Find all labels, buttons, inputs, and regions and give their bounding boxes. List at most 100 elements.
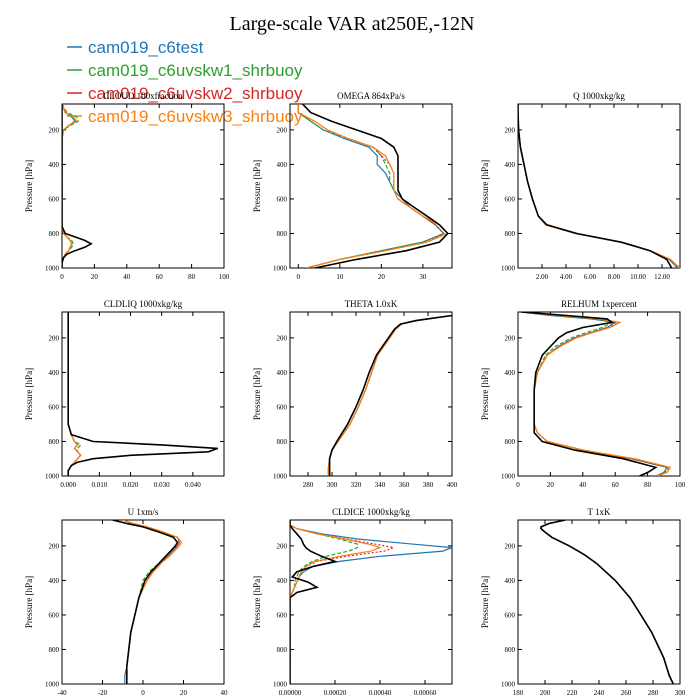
y-tick-label: 800 <box>49 438 60 446</box>
series-line-3 <box>122 520 181 684</box>
y-tick-label: 600 <box>277 611 288 619</box>
x-tick-label: 40 <box>579 481 587 489</box>
x-tick-label: 220 <box>567 689 578 697</box>
plot-frame <box>61 519 225 685</box>
y-tick-label: 600 <box>505 195 516 203</box>
x-tick-label: 0 <box>60 273 64 281</box>
series-line-2 <box>290 520 359 684</box>
x-tick-label: 100 <box>219 273 230 281</box>
y-tick-label: 400 <box>277 577 288 585</box>
series-line-5 <box>301 104 449 268</box>
series-line-5 <box>112 520 179 684</box>
series-line-1 <box>122 520 181 684</box>
y-tick-label: 200 <box>505 126 516 134</box>
series-line-3 <box>290 520 396 684</box>
y-axis-label: Pressure [hPa] <box>24 576 34 628</box>
x-tick-label: 360 <box>399 481 410 489</box>
x-tick-label: 0.020 <box>123 481 139 489</box>
y-tick-label: 1000 <box>501 681 516 689</box>
x-tick-label: 240 <box>594 689 605 697</box>
series-line-3 <box>327 314 452 476</box>
y-axis-label: Pressure [hPa] <box>252 576 262 628</box>
y-tick-label: 600 <box>505 403 516 411</box>
y-tick-label: 800 <box>505 646 516 654</box>
panel-title: T 1xK <box>587 507 611 517</box>
plot-frame <box>61 311 225 477</box>
series-line-1 <box>67 312 82 476</box>
series-line-1 <box>540 520 674 684</box>
x-tick-label: 0.010 <box>92 481 108 489</box>
x-tick-label: 12.00 <box>654 273 670 281</box>
y-axis-label: Pressure [hPa] <box>480 368 490 420</box>
y-tick-label: 1000 <box>501 265 516 273</box>
y-tick-label: 800 <box>49 646 60 654</box>
y-tick-label: 400 <box>277 369 288 377</box>
series-line-5 <box>521 312 658 476</box>
y-tick-label: 1000 <box>273 681 288 689</box>
x-tick-label: 400 <box>447 481 458 489</box>
y-tick-label: 1000 <box>45 265 60 273</box>
x-tick-label: 80 <box>644 481 652 489</box>
x-tick-label: 0.000 <box>60 481 76 489</box>
y-tick-label: 600 <box>505 611 516 619</box>
x-tick-label: 280 <box>648 689 659 697</box>
series-line-5 <box>540 520 675 684</box>
y-tick-label: 400 <box>505 369 516 377</box>
legend-label-2: cam019_c6uvskw1_shrbuoy <box>88 61 303 80</box>
series-line-5 <box>328 314 452 476</box>
y-tick-label: 200 <box>505 334 516 342</box>
series-line-2 <box>67 312 82 476</box>
panel-title: RELHUM 1xpercent <box>561 299 637 309</box>
series-line-5 <box>67 312 219 476</box>
series-line-4 <box>67 312 82 476</box>
x-tick-label: 2.00 <box>536 273 549 281</box>
x-tick-label: 0 <box>141 689 145 697</box>
legend-label-1: cam019_c6test <box>88 38 204 57</box>
plot-frame <box>61 103 225 269</box>
x-tick-label: 6.00 <box>584 273 597 281</box>
x-tick-label: 20 <box>180 689 188 697</box>
plot-frame <box>517 311 681 477</box>
y-axis-label: Pressure [hPa] <box>24 160 34 212</box>
legend-label-4: cam019_c6uvskw3_shrbuoy <box>88 107 303 126</box>
series-line-2 <box>297 104 445 268</box>
y-tick-label: 200 <box>277 542 288 550</box>
x-tick-label: 0.00020 <box>324 689 347 697</box>
x-tick-label: 20 <box>91 273 99 281</box>
y-axis-label: Pressure [hPa] <box>480 160 490 212</box>
series-line-2 <box>518 104 680 268</box>
x-tick-label: 380 <box>423 481 434 489</box>
panel-7: U 1xm/s 200 400 600 800 1000-40 -20 0 20 40 Pressu… <box>24 507 228 697</box>
y-axis-label: Pressure [hPa] <box>252 368 262 420</box>
series-line-4 <box>518 104 680 268</box>
panel-3: Q 1000xkg/kg 200 400 600 800 1000 2.00 4.00 6.00… <box>480 91 681 281</box>
y-tick-label: 800 <box>505 438 516 446</box>
x-tick-label: 280 <box>303 481 314 489</box>
figure-title: Large-scale VAR at250E,-12N <box>230 13 475 35</box>
x-tick-label: 100 <box>675 481 686 489</box>
y-tick-label: 200 <box>49 542 60 550</box>
y-tick-label: 600 <box>49 611 60 619</box>
x-tick-label: -20 <box>98 689 108 697</box>
y-tick-label: 1000 <box>45 681 60 689</box>
panel-title: CLOUD 100xfraction <box>103 91 183 101</box>
y-tick-label: 1000 <box>501 473 516 481</box>
x-tick-label: 8.00 <box>608 273 621 281</box>
y-tick-label: 400 <box>277 161 288 169</box>
x-tick-label: 300 <box>675 689 686 697</box>
x-tick-label: 0.00060 <box>414 689 437 697</box>
x-tick-label: 0 <box>516 481 520 489</box>
series-line-4 <box>521 312 672 476</box>
series-line-3 <box>521 312 670 476</box>
y-tick-label: 600 <box>49 195 60 203</box>
y-tick-label: 600 <box>49 403 60 411</box>
panel-8: CLDICE 1000xkg/kg 200 400 600 800 10000.00000… <box>252 507 453 697</box>
panel-2: OMEGA 864xPa/s 200 400 600 800 1000 0 10 20 30 Pre… <box>252 91 453 281</box>
x-tick-label: 0.00000 <box>279 689 302 697</box>
x-tick-label: 40 <box>221 689 229 697</box>
y-tick-label: 200 <box>277 126 288 134</box>
